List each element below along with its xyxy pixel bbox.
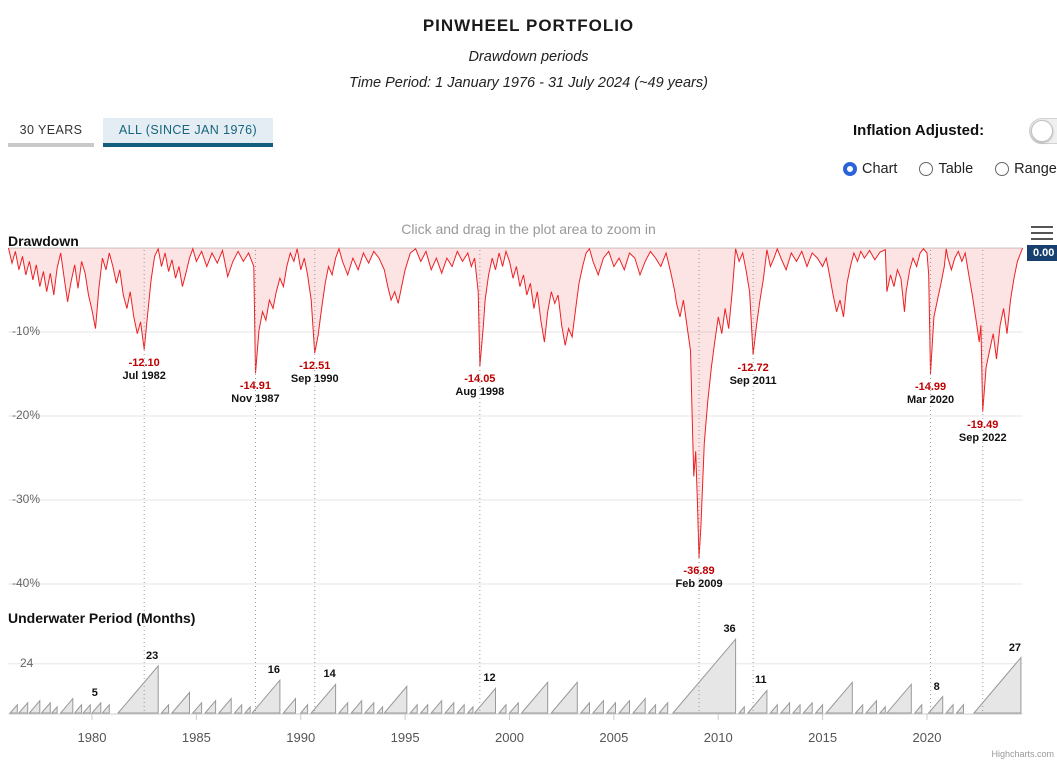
drawdown-area-fill (8, 248, 1023, 558)
gridlines (8, 247, 1023, 665)
drawdown-annotation: -14.99 Mar 2020 (894, 381, 968, 407)
y-axis-label: -20% (12, 408, 41, 422)
annotation-date: Sep 2022 (958, 431, 1007, 444)
x-axis-label: 2000 (495, 730, 524, 745)
underwater-value-label: 36 (723, 623, 736, 636)
annotation-value: -14.91 (239, 380, 272, 393)
drawdown-annotation: -19.49 Sep 2022 (946, 419, 1020, 445)
drawdown-line (8, 247, 1024, 558)
underwater-value-label: 5 (91, 686, 98, 699)
x-axis-label: 1980 (77, 730, 107, 745)
drawdown-annotation: -14.91 Nov 1987 (218, 380, 292, 406)
underwater-value-label: 16 (267, 664, 280, 677)
radio-dot-icon (919, 162, 934, 176)
annotation-value: -12.10 (128, 356, 160, 369)
underwater-value-label: 8 (933, 680, 940, 693)
radio-dot-icon (843, 162, 857, 176)
radio-label: Table (938, 161, 974, 177)
highcharts-credit-link[interactable]: Highcharts.com (991, 749, 1054, 759)
annotation-value: -12.51 (299, 360, 331, 373)
tab-30-years[interactable]: 30 YEARS (19, 123, 83, 137)
x-axis-label: 2020 (912, 730, 942, 745)
radio-label: Chart (862, 161, 898, 177)
view-mode-radio-group: Chart Table Range (843, 161, 1057, 177)
radio-chart[interactable]: Chart (843, 161, 897, 177)
zoom-hint: Click and drag in the plot area to zoom … (401, 221, 656, 237)
page-title: PINWHEEL PORTFOLIO (422, 16, 635, 35)
tab-all-underline (103, 143, 273, 147)
annotation-date: Mar 2020 (907, 393, 955, 406)
x-axis-label: 2015 (808, 730, 838, 745)
annotation-value: -36.89 (683, 564, 715, 577)
inflation-toggle[interactable] (1029, 118, 1057, 144)
drawdown-axis-title: Drawdown (8, 233, 79, 249)
toggle-knob-icon (1031, 120, 1053, 142)
annotation-value: -14.05 (464, 373, 496, 386)
radio-dot-icon (995, 162, 1010, 176)
underwater-value-label: 27 (1008, 641, 1022, 654)
drawdown-annotation: -12.10 Jul 1982 (107, 357, 181, 383)
radio-label: Range (1014, 161, 1057, 177)
underwater-value-label: 12 (483, 672, 496, 685)
x-axis-label: 2005 (599, 730, 629, 745)
annotation-value: -14.99 (914, 380, 947, 393)
drawdown-annotation: -36.89 Feb 2009 (662, 565, 736, 591)
radio-range[interactable]: Range (995, 161, 1057, 177)
chart-subtitle: Drawdown periods (468, 49, 589, 65)
tab-all-since-jan-1976[interactable]: ALL (SINCE JAN 1976) (103, 118, 273, 143)
x-axis-label: 1995 (390, 730, 420, 745)
x-axis-label: 1990 (286, 730, 316, 745)
annotation-date: Jul 1982 (122, 369, 166, 382)
current-value-badge: 0.00 (1027, 245, 1057, 261)
x-axis-label: 2010 (703, 730, 733, 745)
tab-30-years-underline (8, 143, 94, 147)
annotation-date: Feb 2009 (675, 577, 723, 590)
underwater-value-label: 23 (146, 649, 159, 662)
drawdown-annotation: -14.05 Aug 1998 (443, 373, 517, 399)
underwater-y-axis-label: 24 (20, 655, 34, 670)
annotation-date: Sep 1990 (290, 373, 339, 386)
drawdown-annotation: -12.72 Sep 2011 (716, 362, 790, 388)
underwater-axis-title: Underwater Period (Months) (8, 610, 196, 626)
y-axis-label: -10% (12, 324, 41, 338)
time-period-label: Time Period: 1 January 1976 - 31 July 20… (349, 75, 708, 91)
x-axis-label: 1985 (181, 730, 211, 745)
drawdown-annotation: -12.51 Sep 1990 (278, 360, 352, 386)
chart-context-menu-icon[interactable] (1031, 224, 1053, 242)
underwater-value-label: 11 (755, 674, 767, 687)
annotation-value: -19.49 (967, 418, 999, 431)
annotation-date: Aug 1998 (455, 386, 505, 399)
y-axis-label: -30% (12, 492, 41, 506)
annotation-date: Sep 2011 (729, 374, 777, 387)
y-axis-label: -40% (12, 576, 41, 590)
underwater-value-label: 14 (323, 668, 336, 681)
underwater-series (9, 637, 1022, 714)
x-axis (8, 713, 1023, 720)
annotation-date: Nov 1987 (231, 393, 280, 406)
radio-table[interactable]: Table (919, 161, 973, 177)
annotation-value: -12.72 (737, 361, 769, 374)
inflation-adjusted-label: Inflation Adjusted: (853, 122, 985, 139)
